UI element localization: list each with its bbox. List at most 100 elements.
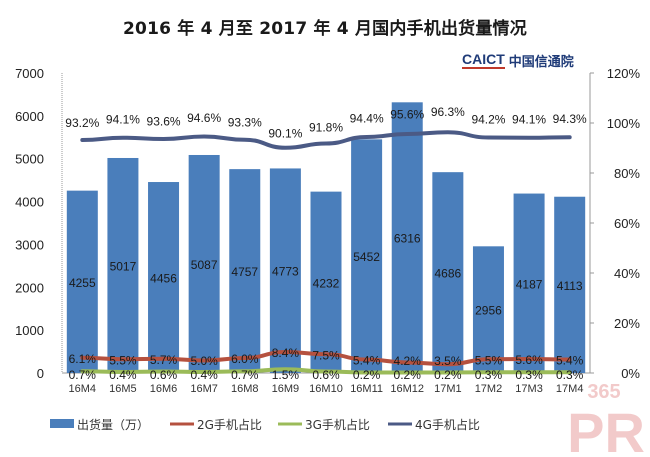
- watermark-text: PR: [567, 401, 645, 457]
- right-tick-label: 0%: [621, 366, 640, 381]
- logo-brand: CAICT: [462, 50, 505, 69]
- line-value-label-4g: 96.3%: [431, 105, 465, 119]
- x-tick-label: 16M6: [150, 383, 178, 395]
- bar-value-label: 4232: [313, 276, 340, 290]
- caict-logo: CAICT 中国信通院: [462, 50, 574, 70]
- legend: 出货量（万） 2G手机占比 3G手机占比 4G手机占比: [50, 417, 480, 432]
- left-tick-label: 2000: [15, 280, 44, 295]
- bar-16M9: [269, 168, 301, 373]
- line-value-label-2g: 5.5%: [109, 353, 137, 367]
- x-tick-label: 16M10: [309, 383, 343, 395]
- line-value-label-3g: 0.4%: [190, 368, 218, 382]
- line-4g: [80, 130, 572, 150]
- line-value-label-4g: 94.6%: [187, 111, 221, 125]
- x-tick-label: 16M9: [272, 383, 300, 395]
- left-tick-label: 5000: [15, 152, 44, 167]
- x-tick-label: 16M4: [69, 383, 97, 395]
- bar-value-label: 5017: [110, 259, 137, 273]
- x-tick-label: 17M4: [556, 383, 584, 395]
- x-tick-label: 16M8: [231, 383, 259, 395]
- line-value-label-4g: 93.3%: [228, 115, 262, 129]
- right-tick-label: 20%: [614, 316, 640, 331]
- line-value-label-2g: 6.0%: [231, 352, 259, 366]
- line-value-label-2g: 5.5%: [475, 353, 503, 367]
- left-tick-label: 3000: [15, 237, 44, 252]
- line-value-label-3g: 0.7%: [231, 368, 259, 382]
- bar-value-label: 4773: [272, 265, 299, 279]
- line-value-label-3g: 0.3%: [556, 368, 584, 382]
- left-tick-label: 1000: [15, 323, 44, 338]
- line-value-label-2g: 3.5%: [434, 354, 462, 368]
- bar-value-label: 5452: [353, 250, 380, 264]
- legend-swatch-bar: [50, 419, 74, 428]
- bar-17M3: [513, 193, 545, 373]
- x-tick-label: 17M2: [475, 383, 503, 395]
- bar-17M4: [554, 196, 586, 373]
- line-value-label-4g: 91.8%: [309, 121, 343, 135]
- bar-17M1: [432, 172, 464, 373]
- line-3g: [80, 367, 572, 375]
- bar-value-label: 4187: [516, 277, 543, 291]
- line-value-label-4g: 94.1%: [106, 113, 140, 127]
- right-tick-label: 100%: [607, 116, 641, 131]
- left-tick-label: 7000: [15, 66, 44, 81]
- line-value-label-3g: 0.7%: [69, 368, 97, 382]
- x-tick-label: 16M11: [350, 383, 383, 395]
- x-tick-label: 16M5: [109, 383, 137, 395]
- right-tick-label: 80%: [614, 166, 640, 181]
- chart-title: 2016 年 4 月至 2017 年 4 月国内手机出货量情况: [123, 19, 527, 39]
- line-value-label-3g: 0.3%: [515, 368, 543, 382]
- bar-value-label: 5087: [191, 258, 218, 272]
- x-tick-label: 17M3: [515, 383, 543, 395]
- bar-16M6: [148, 182, 180, 373]
- legend-label: 2G手机占比: [197, 417, 262, 432]
- line-value-label-2g: 5.4%: [353, 354, 381, 368]
- watermark-sub: 365: [587, 381, 620, 403]
- x-tick-label: 16M7: [190, 383, 218, 395]
- bar-value-label: 4113: [557, 279, 583, 293]
- line-2g: [80, 349, 572, 367]
- left-tick-label: 4000: [15, 195, 44, 210]
- line-value-label-3g: 0.2%: [434, 368, 462, 382]
- line-value-label-4g: 93.2%: [65, 116, 99, 130]
- right-tick-label: 120%: [607, 66, 641, 81]
- bar-16M11: [351, 139, 383, 373]
- legend-item: 出货量（万）: [50, 417, 149, 432]
- line-value-label-4g: 93.6%: [147, 114, 181, 128]
- line-value-label-3g: 0.3%: [475, 368, 503, 382]
- line-value-label-4g: 94.3%: [553, 112, 587, 126]
- legend-label: 3G手机占比: [305, 417, 370, 432]
- bar-16M5: [107, 157, 139, 373]
- line-value-label-3g: 0.6%: [312, 368, 340, 382]
- bar-value-label: 4255: [69, 276, 96, 290]
- bar-value-label: 4757: [231, 265, 258, 279]
- line-value-label-2g: 5.6%: [515, 353, 543, 367]
- watermark: 365 PR: [567, 381, 645, 457]
- legend-item: 4G手机占比: [388, 417, 480, 432]
- line-value-label-4g: 94.2%: [471, 112, 505, 126]
- bar-value-label: 2956: [475, 304, 502, 318]
- legend-item: 3G手机占比: [278, 417, 370, 432]
- line-value-label-4g: 94.4%: [350, 112, 384, 126]
- line-value-label-2g: 5.0%: [190, 354, 218, 368]
- line-value-label-4g: 95.6%: [390, 107, 424, 121]
- bar-value-label: 6316: [394, 232, 421, 246]
- bar-17M2: [472, 246, 504, 373]
- line-value-label-4g: 90.1%: [268, 127, 302, 141]
- left-tick-label: 0: [37, 366, 44, 381]
- bar-value-label: 4686: [434, 267, 461, 281]
- x-tick-label: 17M1: [434, 383, 462, 395]
- line-value-label-2g: 8.4%: [272, 346, 300, 360]
- left-tick-label: 6000: [15, 109, 44, 124]
- right-tick-label: 60%: [614, 216, 640, 231]
- line-value-label-3g: 0.2%: [353, 368, 381, 382]
- line-value-label-2g: 5.7%: [150, 353, 178, 367]
- bar-16M4: [66, 190, 98, 373]
- line-value-label-3g: 0.6%: [150, 368, 178, 382]
- line-value-label-3g: 1.5%: [272, 368, 300, 382]
- legend-label: 4G手机占比: [415, 417, 480, 432]
- bar-16M8: [229, 169, 261, 373]
- line-value-label-3g: 0.2%: [394, 368, 422, 382]
- line-value-label-2g: 5.4%: [556, 354, 584, 368]
